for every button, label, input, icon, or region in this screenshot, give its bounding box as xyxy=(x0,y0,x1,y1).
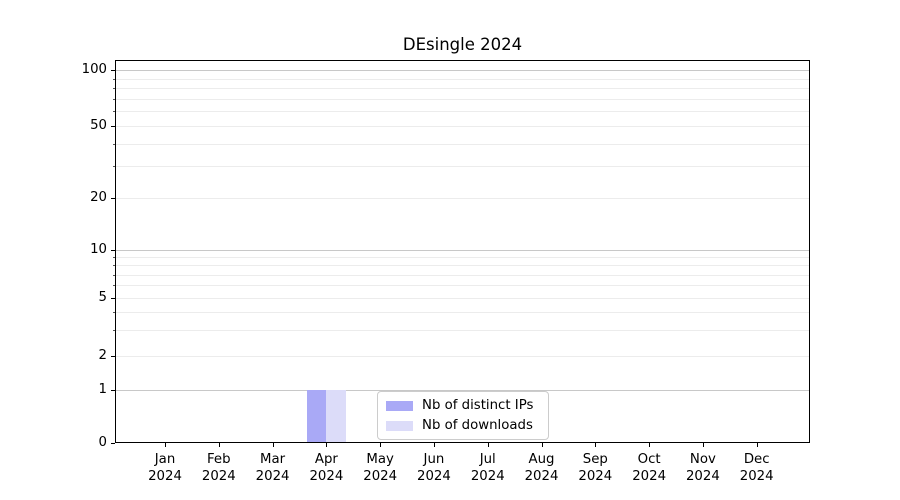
x-axis-tick xyxy=(272,443,274,447)
y-minor-gridline xyxy=(116,111,809,113)
y-axis-tick-label: 0 xyxy=(98,435,107,450)
legend-entry-distinct-ips: Nb of distinct IPs xyxy=(386,398,540,413)
y-minor-gridline xyxy=(116,143,809,145)
legend-swatch-distinct-ips xyxy=(386,400,413,411)
x-axis-tick-label: May 2024 xyxy=(363,452,398,484)
y-axis-tick xyxy=(111,443,115,444)
y-axis-tick xyxy=(111,298,115,299)
x-axis-tick-label: Jul 2024 xyxy=(470,452,505,484)
x-axis-tick xyxy=(541,443,543,447)
x-axis-tick xyxy=(165,443,166,447)
x-axis-tick-label: Jun 2024 xyxy=(417,452,451,484)
x-axis-tick-label: Jan 2024 xyxy=(148,452,182,484)
x-axis-tick-label: Oct 2024 xyxy=(632,452,667,484)
y-minor-gridline xyxy=(116,285,809,287)
x-axis-tick-label: Apr 2024 xyxy=(309,452,344,484)
bar-downloads xyxy=(326,390,346,442)
y-axis-minor-tick xyxy=(113,143,115,145)
y-axis-tick-label: 20 xyxy=(90,190,107,205)
y-axis-minor-tick xyxy=(113,98,115,100)
y-gridline xyxy=(116,298,809,299)
legend-label-downloads: Nb of downloads xyxy=(422,418,533,433)
y-minor-gridline xyxy=(116,98,809,100)
y-minor-gridline xyxy=(116,166,809,168)
y-axis-tick-label: 1 xyxy=(98,382,107,397)
x-axis-tick xyxy=(756,443,758,447)
y-minor-gridline xyxy=(116,274,809,276)
x-axis-tick xyxy=(433,443,435,447)
x-axis-tick xyxy=(595,443,597,447)
y-axis-minor-tick xyxy=(113,257,115,259)
x-axis-tick-label: Nov 2024 xyxy=(685,452,720,484)
y-axis-minor-tick xyxy=(113,88,115,90)
y-axis-minor-tick xyxy=(113,274,115,276)
legend-entry-downloads: Nb of downloads xyxy=(386,418,540,433)
y-axis-minor-tick xyxy=(113,285,115,287)
y-major-gridline xyxy=(116,70,809,71)
x-axis-tick-label: Dec 2024 xyxy=(739,452,774,484)
y-minor-gridline xyxy=(116,88,809,90)
legend-label-distinct-ips: Nb of distinct IPs xyxy=(422,398,534,413)
y-axis-tick xyxy=(111,126,115,127)
plot-area xyxy=(115,60,810,443)
y-axis-tick-label: 50 xyxy=(90,118,107,133)
y-minor-gridline xyxy=(116,257,809,259)
x-axis-tick xyxy=(702,443,704,447)
y-gridline xyxy=(116,198,809,199)
y-axis-tick-label: 100 xyxy=(81,62,107,77)
x-axis-tick xyxy=(649,443,651,447)
y-major-gridline xyxy=(116,250,809,251)
y-axis-tick xyxy=(111,250,115,251)
y-axis-tick xyxy=(111,198,115,199)
x-axis-tick xyxy=(487,443,489,447)
chart-title: DEsingle 2024 xyxy=(402,35,523,54)
y-axis-minor-tick xyxy=(113,111,115,113)
y-minor-gridline xyxy=(116,265,809,267)
x-axis-tick-label: Feb 2024 xyxy=(201,452,236,484)
x-axis-tick xyxy=(326,443,328,447)
x-axis-tick xyxy=(380,443,382,447)
x-axis-tick-label: Mar 2024 xyxy=(255,452,290,484)
legend: Nb of distinct IPs Nb of downloads xyxy=(377,391,549,440)
y-axis-tick-label: 10 xyxy=(90,242,107,257)
y-axis-tick xyxy=(111,390,115,391)
x-axis-tick-label: Sep 2024 xyxy=(578,452,613,484)
y-axis-tick xyxy=(111,70,115,71)
legend-swatch-downloads xyxy=(386,420,413,431)
y-minor-gridline xyxy=(116,78,809,80)
x-axis-tick xyxy=(218,443,220,447)
y-gridline xyxy=(116,126,809,127)
y-major-gridline xyxy=(116,390,809,391)
y-axis-minor-tick xyxy=(113,265,115,267)
y-minor-gridline xyxy=(116,330,809,332)
y-axis-minor-tick xyxy=(113,330,115,332)
y-axis-tick-label: 5 xyxy=(98,290,107,305)
x-axis-tick-label: Aug 2024 xyxy=(524,452,559,484)
y-axis-minor-tick xyxy=(113,78,115,80)
y-minor-gridline xyxy=(116,312,809,314)
bar-distinct-ips xyxy=(306,390,327,442)
y-axis-tick-label: 2 xyxy=(98,348,107,363)
y-axis-minor-tick xyxy=(113,312,115,314)
y-gridline xyxy=(116,356,809,357)
y-axis-minor-tick xyxy=(113,166,115,168)
y-axis-tick xyxy=(111,356,115,357)
